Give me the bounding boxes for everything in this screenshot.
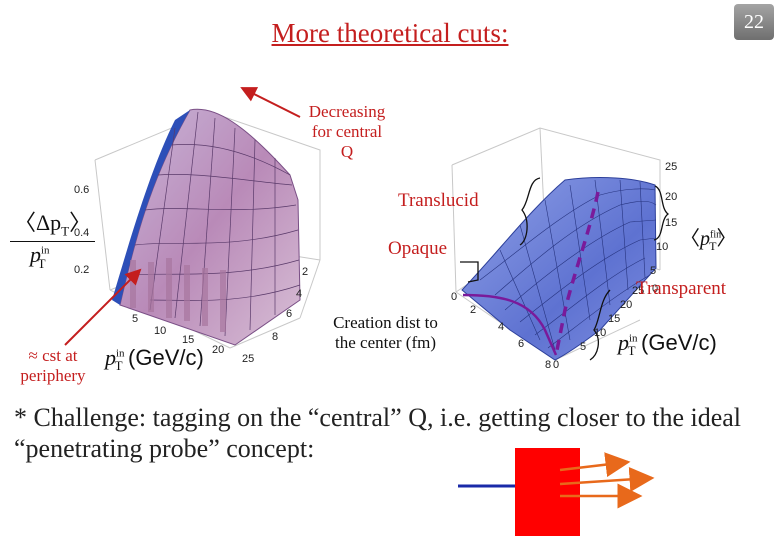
right-z-tick: 5 xyxy=(650,265,656,277)
right-z-tick: 20 xyxy=(665,191,677,203)
transparent-label: Transparent xyxy=(636,278,727,299)
right-x-label-p: p xyxy=(618,330,629,355)
left-x-tick: 20 xyxy=(212,344,224,356)
right-z-tick: 10 xyxy=(656,241,668,253)
right-ticks: 25 20 15 10 5 0 0 2 4 6 8 0 5 10 15 20 2… xyxy=(451,161,677,371)
cst-arrow xyxy=(64,268,142,346)
left-x-label-units: (GeV/c) xyxy=(128,345,204,370)
right-z-tick: 25 xyxy=(665,161,677,173)
left-x-axis-label: pinT (GeV/c) xyxy=(105,345,204,374)
right-x-axis-label: pinT (GeV/c) xyxy=(618,330,717,359)
translucid-label: Translucid xyxy=(398,190,479,211)
decreasing-line-3: Q xyxy=(340,142,354,161)
left-y-tick: 6 xyxy=(286,308,292,320)
left-x-tick: 5 xyxy=(132,313,138,325)
opaque-label: Opaque xyxy=(388,238,448,259)
slide-title: More theoretical cuts: xyxy=(271,18,509,48)
right-side-p: p xyxy=(700,228,710,250)
right-x-tick: 6 xyxy=(518,338,524,350)
z-label-denominator: p xyxy=(30,242,41,268)
right-x-tick: 8 xyxy=(545,359,551,371)
left-z-axis-label: 〈ΔpT〉 pinT xyxy=(10,205,96,272)
right-y-tick: 10 xyxy=(594,327,606,339)
decreasing-line-2: for central xyxy=(311,122,383,141)
z-label-num-sub: T xyxy=(61,223,70,239)
page-number-badge: 22 xyxy=(734,4,774,40)
decreasing-arrow xyxy=(240,87,301,118)
right-x-label-sup: in xyxy=(629,332,638,345)
left-x-tick: 15 xyxy=(182,334,194,346)
right-side-label: 〈pfinT〉 xyxy=(680,228,737,253)
right-z-tick: 0 xyxy=(652,283,658,295)
left-y-tick: 8 xyxy=(272,331,278,343)
right-z-tick: 15 xyxy=(665,217,677,229)
challenge-bullet: * Challenge: tagging on the “central” Q,… xyxy=(14,403,742,463)
right-y-tick: 5 xyxy=(580,341,586,353)
decreasing-annotation: Decreasing for central Q xyxy=(292,102,402,162)
creation-annotation: Creation dist to the center (fm) xyxy=(318,313,453,353)
right-y-tick: 25 xyxy=(632,285,644,297)
left-x-label-sub: T xyxy=(114,358,123,374)
braces xyxy=(460,177,670,361)
left-x-tick: 25 xyxy=(242,353,254,365)
z-label-den-sub: T xyxy=(37,255,46,271)
right-x-tick: 0 xyxy=(451,291,457,303)
right-x-label-sub: T xyxy=(627,343,636,359)
probe-arrows xyxy=(559,452,655,509)
cst-annotation: ≈ cst at periphery xyxy=(10,346,96,386)
right-y-tick: 15 xyxy=(608,313,620,325)
right-x-label-units: (GeV/c) xyxy=(641,330,717,355)
right-x-tick: 2 xyxy=(470,304,476,316)
left-y-tick: 2 xyxy=(302,266,308,278)
left-x-label-p: p xyxy=(105,345,116,370)
creation-line-1: Creation dist to xyxy=(333,313,438,332)
right-side-sub: T xyxy=(709,239,717,253)
left-plot-surface xyxy=(112,108,301,346)
cst-line-1: ≈ cst at xyxy=(28,346,78,365)
right-plot-surface xyxy=(461,177,657,361)
cst-line-2: periphery xyxy=(20,366,86,385)
left-y-tick: 4 xyxy=(296,288,302,300)
left-z-tick: 0.6 xyxy=(74,184,89,196)
right-x-tick: 0 xyxy=(553,359,559,371)
left-x-label-sup: in xyxy=(116,347,125,360)
left-z-tick: 0.2 xyxy=(74,264,89,276)
right-x-tick: 4 xyxy=(498,321,504,333)
right-y-tick: 20 xyxy=(620,299,632,311)
z-label-numerator: 〈Δp xyxy=(14,210,62,235)
left-ticks: 0.6 0.4 0.2 5 10 15 20 25 2 4 6 8 xyxy=(74,184,308,365)
left-x-tick: 10 xyxy=(154,325,166,337)
probe-box xyxy=(515,448,580,536)
z-label-den-sup: in xyxy=(41,245,50,258)
decreasing-line-1: Decreasing xyxy=(308,102,386,121)
left-z-tick: 0.4 xyxy=(74,227,89,239)
creation-line-2: the center (fm) xyxy=(335,333,436,352)
